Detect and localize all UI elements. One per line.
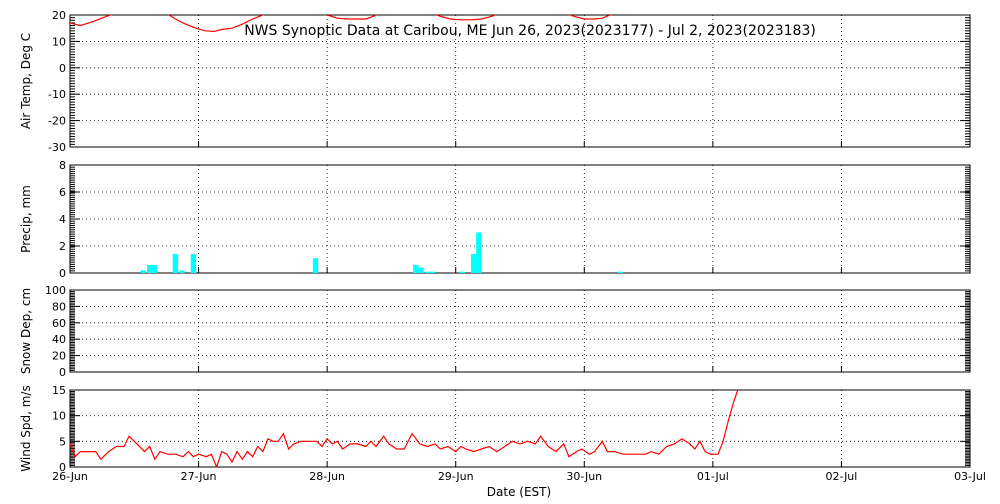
y-axis-label-snow-depth: Snow Dep, cm (19, 288, 33, 374)
y-tick-label: 15 (52, 384, 66, 397)
precip-bar (413, 264, 419, 273)
series-line-air-temp (70, 15, 612, 33)
precip-bar (179, 270, 185, 273)
y-tick-label: 20 (52, 9, 66, 22)
panel-frame (69, 289, 971, 373)
precip-bar (471, 254, 477, 273)
y-tick-label: 0 (59, 461, 66, 474)
y-tick-label: 0 (59, 62, 66, 75)
y-tick-label: 0 (59, 267, 66, 280)
panel-frame (69, 389, 971, 468)
precip-bar (147, 264, 153, 273)
precip-bar (476, 232, 482, 273)
y-tick-label: 2 (59, 240, 66, 253)
y-tick-label: 100 (45, 284, 66, 297)
precip-bar (424, 271, 431, 273)
y-tick-label: 80 (52, 300, 66, 313)
precip-bar (152, 264, 158, 273)
precip-bar (459, 271, 465, 273)
y-tick-label: 5 (59, 435, 66, 448)
y-tick-label: 60 (52, 317, 66, 330)
x-tick-label: 29-Jun (438, 470, 474, 483)
y-tick-label: 8 (59, 159, 66, 172)
y-axis-label-air-temp: Air Temp, Deg C (19, 33, 33, 129)
y-tick-label: 0 (59, 366, 66, 379)
chart-title: NWS Synoptic Data at Caribou, ME Jun 26,… (244, 23, 816, 39)
panel-air-temp: 20 10 0 -10 -20 -30 Air Temp, Deg C (19, 9, 971, 154)
precip-bar (172, 254, 179, 273)
x-tick-label: 30-Jun (566, 470, 602, 483)
y-tick-label: 20 (52, 350, 66, 363)
x-tick-label: 03-Jul (954, 470, 986, 483)
x-tick-label: 26-Jun (52, 470, 88, 483)
panel-wind-speed: 15 10 5 0 Wind Spd, m/s (19, 384, 971, 474)
x-tick-label: 02-Jul (825, 470, 857, 483)
x-axis-label: Date (EST) (487, 485, 551, 499)
panel-snow-depth: 100 80 60 40 20 0 Snow Dep, cm (19, 284, 971, 379)
precip-bar (190, 254, 197, 273)
precip-bar (429, 271, 436, 273)
y-tick-label: 10 (52, 35, 66, 48)
y-tick-label: 6 (59, 186, 66, 199)
precip-bar (418, 267, 424, 273)
panel-precip: 8 6 4 2 0 Precip, mm (19, 159, 971, 280)
y-tick-label: 10 (52, 410, 66, 423)
precip-bar (140, 270, 146, 273)
precip-bar (312, 258, 319, 273)
x-tick-label: 01-Jul (697, 470, 729, 483)
precip-bar (617, 271, 623, 273)
series-line-wind-speed (70, 390, 739, 467)
y-tick-label: -10 (48, 88, 66, 101)
y-tick-label: 4 (59, 213, 66, 226)
y-axis-label-wind-speed: Wind Spd, m/s (19, 385, 33, 471)
y-tick-label: -20 (48, 115, 66, 128)
y-tick-label: -30 (48, 141, 66, 154)
x-tick-label: 28-Jun (309, 470, 345, 483)
y-tick-label: 40 (52, 333, 66, 346)
x-tick-label: 27-Jun (181, 470, 217, 483)
y-axis-label-precip: Precip, mm (19, 185, 33, 253)
